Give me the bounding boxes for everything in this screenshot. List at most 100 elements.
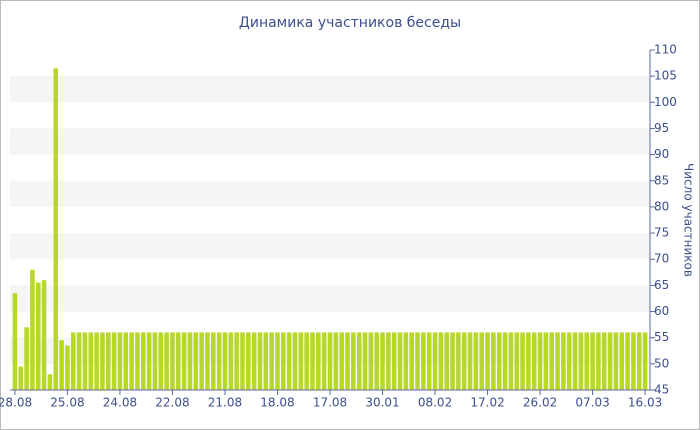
bar [187, 332, 193, 390]
x-tick-label: 26.02 [523, 396, 557, 410]
bar [211, 332, 216, 390]
x-tick-label: 08.02 [418, 396, 452, 410]
bar [444, 332, 449, 390]
bar [316, 332, 321, 390]
bar [461, 332, 467, 390]
bar [391, 332, 397, 390]
bar [234, 332, 239, 390]
y-tick-label: 75 [654, 226, 669, 240]
bar [158, 332, 164, 390]
grid-band [10, 233, 650, 260]
y-tick-label: 95 [654, 121, 669, 135]
x-tick-label: 17.08 [313, 396, 347, 410]
bar [65, 345, 70, 390]
bar [281, 332, 286, 390]
bar [321, 332, 327, 390]
x-tick-label: 16.03 [628, 396, 662, 410]
bar [41, 280, 47, 390]
bar [642, 332, 648, 390]
bar [415, 332, 420, 390]
y-tick-label: 110 [654, 43, 677, 57]
bar [631, 332, 636, 390]
y-tick-label: 50 [654, 356, 669, 370]
bar [526, 332, 531, 390]
bar [555, 332, 560, 390]
bar [59, 340, 64, 390]
bar [94, 332, 99, 390]
y-tick-label: 55 [654, 330, 669, 344]
x-tick-label: 30.01 [365, 396, 399, 410]
bar [12, 293, 18, 390]
y-tick-label: 60 [654, 304, 669, 318]
bar [164, 332, 169, 390]
x-tick-label: 18.08 [260, 396, 294, 410]
bar [508, 332, 514, 390]
x-tick-label: 21.08 [208, 396, 242, 410]
bar [467, 332, 473, 390]
bar [619, 332, 625, 390]
y-tick-label: 85 [654, 173, 669, 187]
bar [88, 332, 94, 390]
bar [298, 332, 304, 390]
bar [561, 332, 566, 390]
bar [333, 332, 339, 390]
y-tick-label: 105 [654, 69, 677, 83]
bar [222, 332, 228, 390]
x-tick-label: 17.02 [470, 396, 504, 410]
bar [485, 332, 490, 390]
bar [432, 332, 438, 390]
bar [456, 332, 461, 390]
bar [263, 332, 269, 390]
bar [100, 332, 105, 390]
x-tick-label: 25.08 [50, 396, 84, 410]
bar [304, 332, 309, 390]
bar [514, 332, 519, 390]
bar [596, 332, 601, 390]
bar [47, 374, 53, 390]
grid-band [10, 180, 650, 207]
bar [531, 332, 537, 390]
y-tick-label: 65 [654, 278, 669, 292]
bar [397, 332, 403, 390]
y-tick-label: 45 [654, 383, 669, 397]
bar [625, 332, 630, 390]
bar [152, 332, 158, 390]
bar [76, 332, 82, 390]
bar [170, 332, 175, 390]
bar [251, 332, 257, 390]
bar [228, 332, 234, 390]
bar [176, 332, 181, 390]
bar [146, 332, 152, 390]
x-tick-label: 24.08 [103, 396, 137, 410]
x-tick-label: 07.03 [575, 396, 609, 410]
bar [607, 332, 613, 390]
bar [386, 332, 391, 390]
grid-band [10, 128, 650, 155]
bar [53, 68, 59, 391]
bar [409, 332, 414, 390]
bar [543, 332, 549, 390]
y-tick-label: 70 [654, 252, 669, 266]
bar [368, 332, 374, 390]
bar [135, 332, 140, 390]
bar [426, 332, 432, 390]
bar [240, 332, 245, 390]
bar [129, 332, 134, 390]
bar [473, 332, 479, 390]
bar [117, 332, 123, 390]
bar [111, 332, 117, 390]
bar [479, 332, 484, 390]
bars [12, 68, 648, 391]
grid-band [10, 76, 650, 103]
bar [374, 332, 379, 390]
bar [205, 332, 210, 390]
bar [601, 332, 607, 390]
bar [491, 332, 496, 390]
bar [537, 332, 543, 390]
bar [105, 332, 111, 390]
bar [613, 332, 619, 390]
bar [356, 332, 362, 390]
bar [82, 332, 88, 390]
bar [310, 332, 315, 390]
bar [578, 332, 584, 390]
